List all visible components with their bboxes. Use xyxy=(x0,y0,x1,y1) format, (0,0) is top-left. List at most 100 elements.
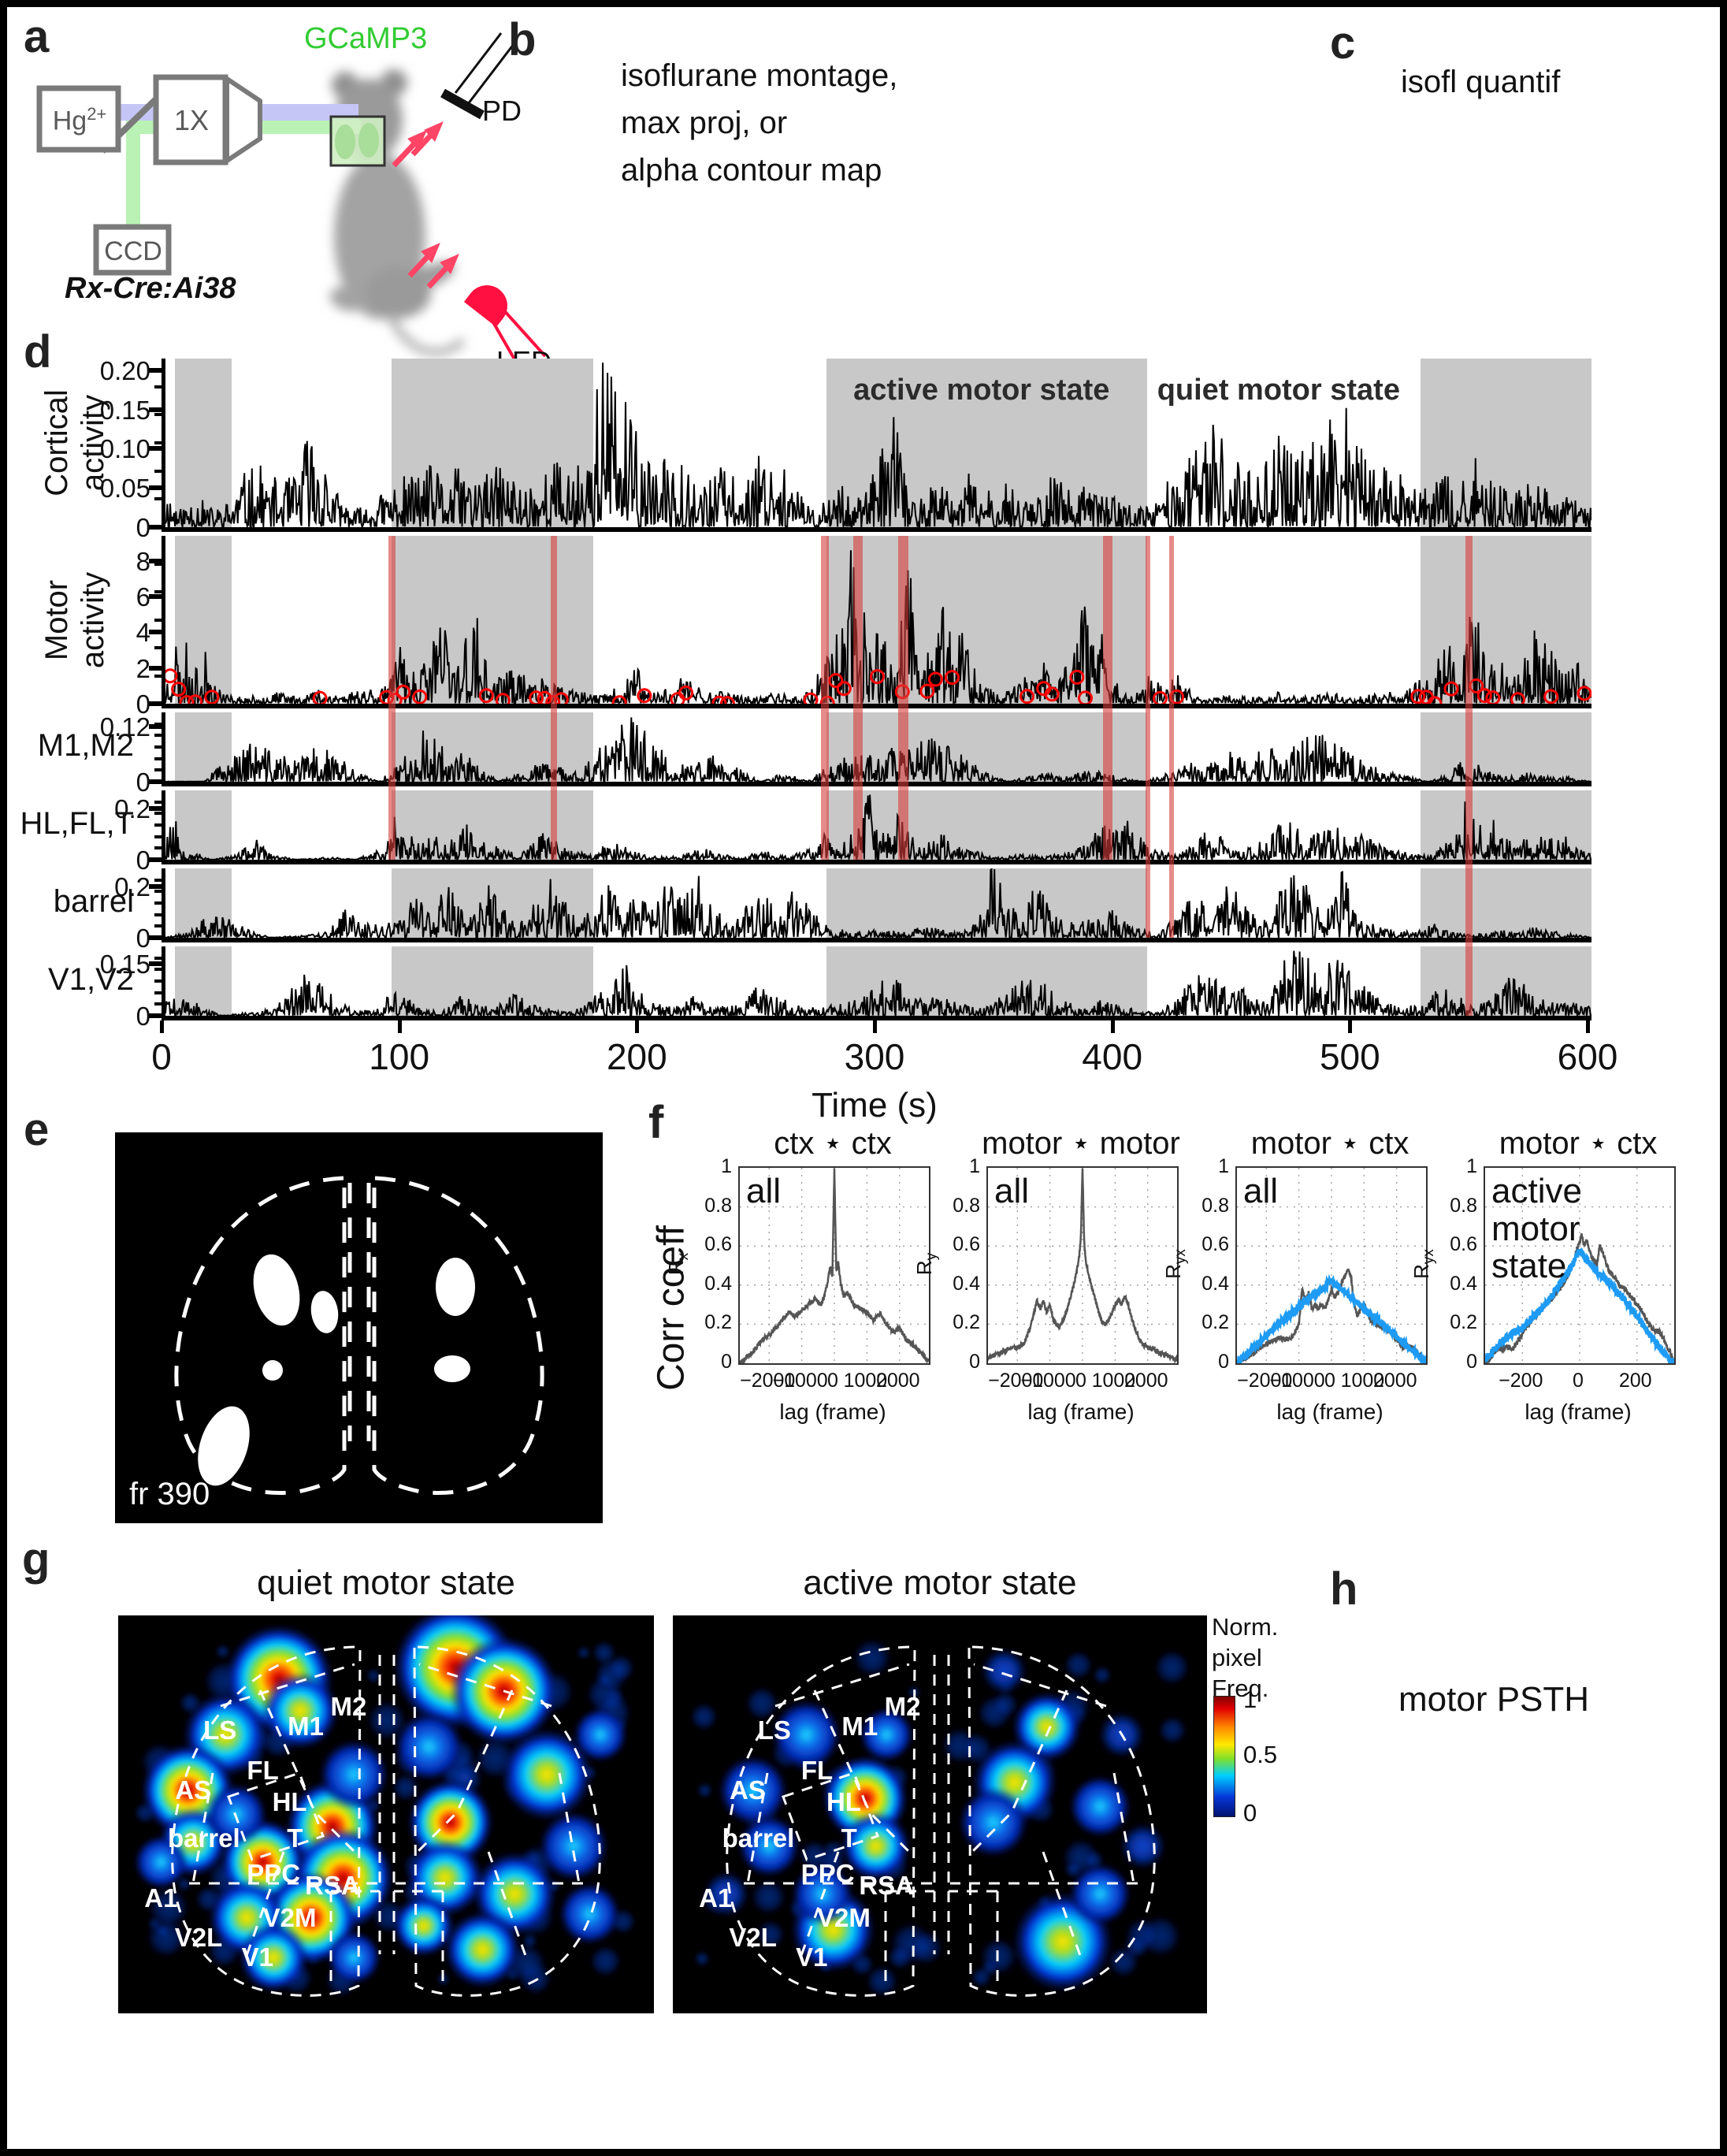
y-minor-tick xyxy=(154,846,162,850)
corr-x-tick: 0 xyxy=(1075,1370,1086,1392)
motor-event-line xyxy=(820,536,829,860)
y-tick-label: 0 xyxy=(136,1002,150,1031)
y-minor-tick xyxy=(154,979,162,983)
corr-y-tick: 1 xyxy=(721,1155,732,1177)
panel-label-e: e xyxy=(24,1104,50,1155)
ccd-label: CCD xyxy=(104,236,162,266)
active-map-title: active motor state xyxy=(803,1563,1077,1602)
quiet-epoch-shading xyxy=(1420,712,1591,782)
corr-y-tick: 0.2 xyxy=(1450,1311,1477,1334)
corr-trace xyxy=(988,1168,1177,1363)
corr-y-tick: 0 xyxy=(1218,1351,1229,1373)
y-minor-tick xyxy=(154,878,162,882)
quiet-epoch-shading xyxy=(1420,536,1591,704)
motor-event-marker xyxy=(396,684,411,700)
region-label-HL: HL xyxy=(272,1787,307,1817)
atlas-outlines xyxy=(171,1645,601,1997)
correlation-panel: ctx ⋆ ctx 0 0.2 0.4 0.6 0.8 1 −2000 −1000 0 1000 20… xyxy=(663,1126,1676,1424)
colorbar-tick-05: 0.5 xyxy=(1243,1741,1278,1768)
panel-label-f: f xyxy=(648,1097,664,1148)
y-minor-tick xyxy=(154,835,162,838)
colorbar-title: Norm. pixel Freq. xyxy=(1212,1613,1279,1702)
motor-event-line xyxy=(550,536,557,860)
colorbar xyxy=(1213,1696,1235,1817)
corr-x-tick: 200 xyxy=(1618,1370,1652,1392)
y-minor-tick xyxy=(154,469,162,473)
panel-h-text: motor PSTH xyxy=(1398,1680,1590,1719)
trace-row-barrel xyxy=(162,868,1591,942)
corr-plot-title: motor ⋆ motor xyxy=(982,1126,1180,1161)
corr-y-tick: 0.2 xyxy=(953,1311,980,1334)
corr-x-tick: −2000 xyxy=(1237,1370,1293,1392)
lag-axis-label: lag (frame) xyxy=(1525,1400,1632,1424)
trace-svg-m1m2 xyxy=(165,717,1591,782)
motor-event-marker xyxy=(711,695,727,704)
corr-annotation: active motor state xyxy=(1491,1172,1582,1286)
activity-trace xyxy=(165,717,1591,782)
motor-event-marker xyxy=(1044,686,1060,702)
x-tick-label: 600 xyxy=(1557,1036,1618,1077)
panel-c-text: isofl quantif xyxy=(1401,65,1561,99)
corr-x-tick: 2000 xyxy=(1123,1370,1168,1392)
region-label-RSA: RSA xyxy=(859,1871,915,1901)
corr-plot-0 xyxy=(738,1166,930,1365)
motor-event-marker xyxy=(495,693,511,704)
motor-event-line xyxy=(1465,536,1473,1016)
y-tick-mark xyxy=(149,883,162,889)
y-tick-label: 0 xyxy=(136,513,150,542)
panel-b-line3: alpha contour map xyxy=(621,153,882,188)
motor-event-line xyxy=(897,536,908,860)
active-pixel-blobs xyxy=(198,1254,475,1486)
motor-event-line xyxy=(388,536,396,860)
region-label-HL: HL xyxy=(826,1787,861,1817)
y-tick-label: 2 xyxy=(136,653,150,683)
corr-x-tick: 0 xyxy=(827,1370,838,1392)
region-label-T: T xyxy=(841,1823,857,1853)
corr-y-tick: 0.6 xyxy=(1450,1233,1477,1256)
x-tick-label: 200 xyxy=(606,1036,667,1077)
activity-trace xyxy=(165,550,1591,704)
corr-x-tick: 1000 xyxy=(843,1370,888,1392)
y-minor-tick xyxy=(154,734,162,738)
y-tick-label: 0.15 xyxy=(99,395,150,425)
corr-x-tick: −1000 xyxy=(1020,1370,1076,1392)
motor-event-marker xyxy=(204,690,220,704)
corr-y-axis-label: Rx xyxy=(663,1252,693,1276)
imaging-setup-schematic xyxy=(36,32,547,370)
motor-event-marker xyxy=(1153,690,1168,704)
quiet-epoch-shading xyxy=(391,790,593,860)
corr-plot-svg xyxy=(740,1168,929,1363)
y-minor-tick xyxy=(154,956,162,960)
y-tick-label: 0 xyxy=(136,846,150,875)
corr-y-tick: 1 xyxy=(969,1155,980,1177)
lag-axis-label: lag (frame) xyxy=(1027,1400,1135,1424)
motor-event-line xyxy=(1169,536,1175,938)
state-label-0: active motor state xyxy=(853,374,1110,407)
y-minor-tick xyxy=(154,968,162,972)
motor-event-line xyxy=(1102,536,1112,860)
motor-event-marker xyxy=(188,694,203,704)
corr-trace xyxy=(1485,1233,1674,1363)
motor-event-marker xyxy=(1443,681,1459,697)
x-tick-mark xyxy=(873,1020,877,1033)
x-tick-label: 300 xyxy=(844,1036,905,1077)
y-tick-mark xyxy=(149,961,162,966)
region-label-V2M: V2M xyxy=(262,1902,317,1932)
heatmap-svg xyxy=(689,1637,1190,1998)
corr-y-tick: 0.6 xyxy=(704,1233,732,1256)
mouse-silhouette xyxy=(329,69,466,356)
trace-svg-barrel xyxy=(165,868,1591,938)
lamp-box xyxy=(36,85,121,153)
objective-label: 1X xyxy=(173,104,210,136)
y-minor-tick xyxy=(154,745,162,749)
region-label-barrel: barrel xyxy=(722,1823,795,1853)
region-label-M1: M1 xyxy=(841,1712,878,1742)
y-tick-mark xyxy=(149,857,162,862)
x-tick-mark xyxy=(397,1020,402,1033)
activity-trace xyxy=(165,794,1591,860)
y-tick-mark xyxy=(149,525,162,530)
y-minor-tick xyxy=(154,890,162,894)
panel-label-a: a xyxy=(24,11,50,62)
quiet-epoch-shading xyxy=(175,536,232,704)
corr-trace xyxy=(740,1168,929,1363)
